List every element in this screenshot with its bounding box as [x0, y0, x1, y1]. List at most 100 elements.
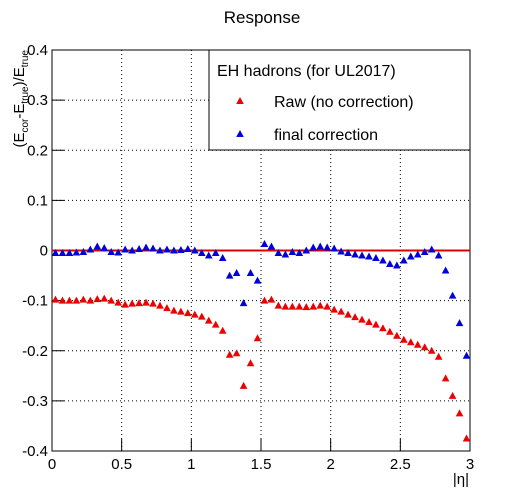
data-point: [232, 349, 241, 357]
data-point: [204, 316, 213, 324]
data-point: [156, 246, 164, 254]
data-point: [316, 242, 325, 250]
x-tick-label: 0: [48, 456, 56, 473]
data-point: [344, 249, 352, 257]
data-point: [406, 338, 415, 346]
data-point: [149, 244, 157, 252]
data-point: [177, 307, 185, 315]
data-point: [267, 242, 276, 250]
data-point: [86, 296, 95, 304]
data-point: [114, 248, 122, 256]
legend-title: EH hadrons (for UL2017): [217, 63, 396, 80]
legend-marker: [236, 97, 244, 104]
data-point: [441, 266, 450, 274]
data-point: [427, 346, 436, 354]
data-point: [218, 326, 227, 334]
data-point: [434, 251, 443, 259]
data-point: [86, 245, 95, 253]
data-point: [316, 301, 325, 309]
legend-label: Raw (no correction): [274, 94, 414, 111]
data-point: [281, 250, 290, 258]
data-point: [197, 312, 206, 320]
data-point: [191, 246, 199, 254]
data-point: [274, 249, 283, 257]
data-point: [51, 249, 60, 257]
data-point: [462, 434, 471, 442]
data-point: [184, 244, 192, 252]
data-point: [72, 296, 81, 304]
x-tick-label: 1.5: [251, 456, 272, 473]
data-point: [58, 249, 67, 257]
data-point: [100, 294, 109, 302]
data-point: [184, 309, 192, 317]
y-tick-label: -0.2: [22, 343, 48, 360]
data-point: [197, 249, 206, 257]
data-point: [288, 302, 297, 310]
data-point: [455, 409, 464, 417]
data-point: [260, 239, 269, 247]
data-point: [462, 351, 471, 359]
data-point: [420, 248, 429, 256]
data-point: [163, 245, 171, 253]
data-point: [372, 254, 380, 262]
x-tick-label: 3: [466, 456, 474, 473]
data-point: [413, 250, 422, 258]
data-point: [386, 260, 394, 268]
y-label-part: true: [20, 86, 31, 104]
y-tick-label: -0.4: [22, 443, 48, 460]
data-point: [351, 250, 359, 258]
data-point: [142, 243, 150, 251]
y-label-part: )/E: [11, 67, 28, 86]
data-point: [281, 302, 290, 310]
data-point: [302, 303, 311, 311]
data-point: [309, 243, 318, 251]
data-point: [156, 301, 164, 309]
data-point: [107, 296, 116, 304]
data-point: [121, 300, 129, 308]
data-point: [218, 254, 227, 262]
data-point: [149, 299, 157, 307]
y-tick-label: 0.4: [27, 42, 48, 59]
data-point: [337, 307, 345, 315]
y-tick-label: 0.3: [27, 92, 48, 109]
data-point: [323, 302, 331, 310]
data-point: [232, 269, 241, 277]
data-point: [239, 381, 248, 389]
data-point: [288, 248, 297, 256]
data-point: [170, 246, 178, 254]
legend-label: final correction: [274, 127, 378, 144]
x-axis-label: |η|: [453, 471, 469, 488]
data-point: [142, 298, 150, 306]
data-point: [260, 296, 269, 304]
y-label-part: true: [20, 50, 31, 68]
data-point: [358, 251, 366, 259]
data-point: [448, 391, 457, 399]
data-point: [58, 296, 67, 304]
data-point: [177, 245, 185, 253]
data-point: [455, 319, 464, 327]
data-point: [427, 245, 436, 253]
data-point: [386, 327, 394, 335]
data-point: [295, 302, 304, 310]
data-point: [93, 242, 102, 250]
y-tick-label: 0.1: [27, 192, 48, 209]
y-tick-label: -0.1: [22, 293, 48, 310]
data-point: [211, 249, 220, 257]
data-point: [100, 243, 109, 251]
data-point: [128, 299, 136, 307]
data-point: [393, 331, 401, 339]
y-axis-label: (Ecor-Etrue)/Etrue: [11, 50, 31, 148]
data-point: [309, 302, 318, 310]
data-point: [406, 252, 415, 260]
data-point: [253, 276, 262, 284]
data-point: [65, 249, 74, 257]
data-point: [400, 335, 408, 343]
data-point: [191, 310, 199, 318]
y-tick-label: 0: [40, 243, 48, 260]
data-point: [253, 334, 262, 342]
x-tick-label: 0.5: [111, 456, 132, 473]
data-point: [393, 261, 401, 269]
data-point: [448, 291, 457, 299]
data-point: [302, 246, 311, 254]
